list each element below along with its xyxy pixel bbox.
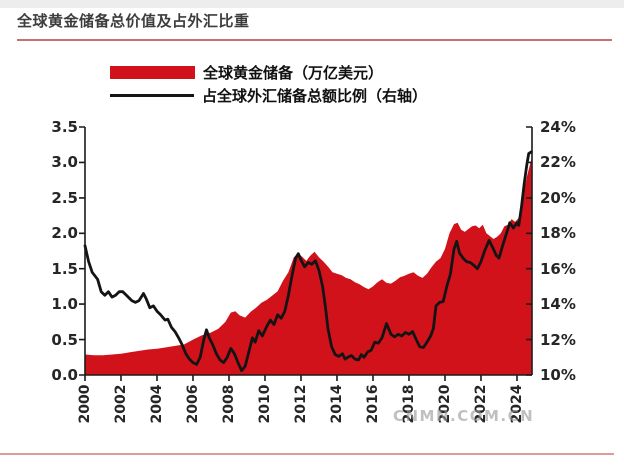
left-axis-label: 2.0 [51,224,78,243]
left-axis-label: 1.5 [51,259,78,278]
right-axis-label: 16% [540,259,576,278]
right-axis-label: 12% [540,330,576,349]
gold-reserves-area [85,158,532,375]
legend-label-fx-ratio: 占全球外汇储备总额比例（右轴） [202,87,428,105]
watermark: CNMN.COM.CN [393,407,535,425]
legend-label-gold-reserves: 全球黄金储备（万亿美元） [203,64,384,82]
right-axis-label: 18% [540,224,576,243]
fx-ratio-line [83,150,533,372]
right-axis-label: 20% [540,188,576,207]
title-underline [17,39,612,41]
left-axis-label: 1.0 [51,295,78,314]
axis-lines [84,127,533,376]
bottom-underline [0,453,614,455]
legend-item-gold-reserves: 全球黄金储备（万亿美元） [110,64,427,82]
page-title: 全球黄金储备总价值及占外汇比重 [17,12,250,30]
legend: 全球黄金储备（万亿美元） 占全球外汇储备总额比例（右轴） [110,64,427,110]
axis-ticks [79,126,532,381]
left-axis-label: 0.0 [51,366,78,384]
legend-line-swatch-icon [110,94,194,97]
right-axis-label: 10% [540,366,576,384]
right-axis-label: 14% [540,295,576,314]
right-axis-label: 24% [540,118,576,136]
right-axis-label: 22% [540,153,576,172]
top-strip [0,0,624,8]
left-axis-label: 2.5 [51,188,78,207]
left-axis-label: 3.0 [51,153,78,172]
left-axis-label: 3.5 [51,118,78,136]
legend-item-fx-ratio: 占全球外汇储备总额比例（右轴） [110,87,428,105]
left-axis-label: 0.5 [51,330,78,349]
legend-area-swatch-icon [110,66,195,79]
